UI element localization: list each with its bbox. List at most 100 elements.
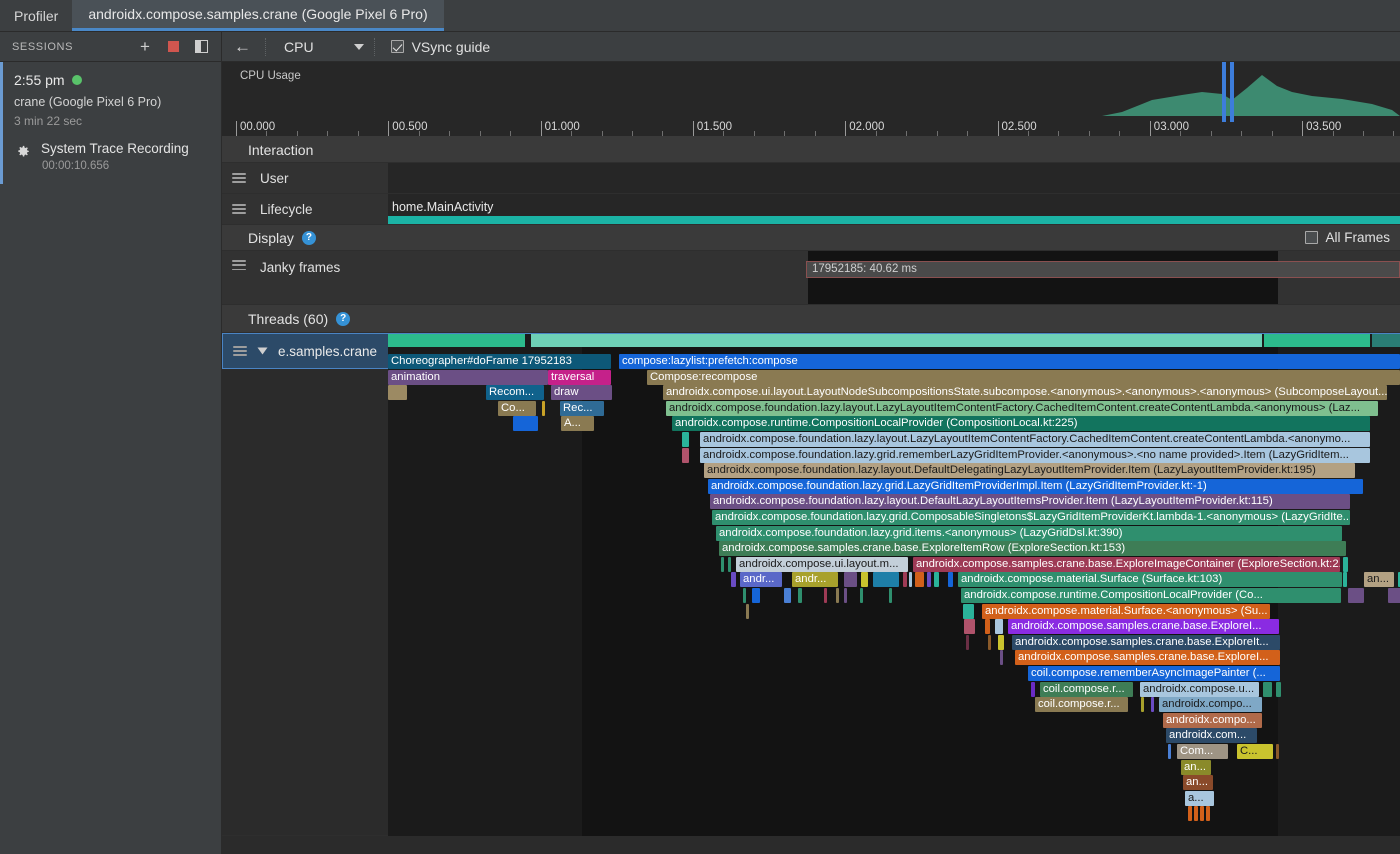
flame-block-narrow[interactable]	[998, 634, 1004, 650]
track-row-user[interactable]: User	[222, 163, 1400, 194]
flame-block[interactable]: a...	[1185, 790, 1214, 806]
flame-block[interactable]: draw	[551, 385, 612, 401]
flame-block[interactable]: androidx.compose.foundation.lazy.grid.Co…	[712, 510, 1350, 525]
help-icon[interactable]: ?	[301, 230, 316, 245]
track-body-janky-frames[interactable]: 17952185: 40.62 ms	[388, 251, 1400, 304]
flame-block-narrow[interactable]	[542, 400, 545, 416]
flame-block-narrow[interactable]	[721, 556, 724, 572]
flame-block-narrow[interactable]	[1263, 681, 1272, 697]
flame-block-narrow[interactable]	[1276, 744, 1279, 759]
flame-block-narrow[interactable]	[682, 447, 689, 463]
flame-block-narrow[interactable]	[1168, 744, 1171, 759]
flame-block-narrow[interactable]	[860, 588, 863, 603]
expand-arrow-icon[interactable]	[257, 347, 268, 355]
flame-block[interactable]: androidx.compose.ui.layout.LayoutNodeSub…	[663, 385, 1387, 401]
flame-block-narrow[interactable]	[1194, 806, 1198, 822]
flame-block[interactable]: traversal	[548, 369, 611, 385]
flame-block[interactable]: androidx.compose.samples.crane.base.Expl…	[913, 556, 1340, 572]
flame-block-narrow[interactable]	[995, 619, 1003, 635]
thread-state-bar[interactable]	[1372, 334, 1400, 347]
flame-block-narrow[interactable]	[1200, 806, 1204, 822]
flame-block-narrow[interactable]	[836, 588, 839, 603]
flame-block[interactable]: compose:lazylist:prefetch:compose	[619, 354, 1400, 369]
all-frames-toggle[interactable]: All Frames	[1305, 230, 1390, 245]
system-trace-recording-item[interactable]: System Trace Recording 00:00:10.656	[14, 141, 209, 172]
flame-block[interactable]: androidx.compose.foundation.lazy.grid.re…	[700, 447, 1370, 463]
flame-block[interactable]: Co...	[498, 400, 536, 416]
flame-block-narrow[interactable]	[966, 634, 969, 650]
flame-block[interactable]: androidx.compose.u...	[1140, 681, 1259, 697]
flame-block[interactable]: androidx.compose.foundation.lazy.grid.La…	[708, 478, 1363, 494]
flame-block-narrow[interactable]	[934, 572, 939, 588]
flame-block[interactable]: androidx.compose.samples.crane.base.Expl…	[1015, 650, 1280, 666]
flame-block[interactable]: animation	[388, 369, 548, 385]
track-row-janky-frames[interactable]: Janky frames 17952185: 40.62 ms	[222, 251, 1400, 305]
timeline-ruler[interactable]: 00.000 00.500 01.000 01.500 02.000 02.500 03.0…	[222, 116, 1400, 136]
flame-block[interactable]: andr...	[740, 572, 782, 588]
lifecycle-event-bar[interactable]	[388, 216, 1400, 224]
flame-block[interactable]: androidx.compose.samples.crane.base.Expl…	[1012, 634, 1280, 650]
flame-block[interactable]: androidx.com...	[1166, 728, 1257, 744]
track-row-lifecycle[interactable]: Lifecycle home.MainActivity	[222, 194, 1400, 225]
back-arrow-icon[interactable]: ←	[234, 37, 251, 56]
flame-block-narrow[interactable]	[1031, 681, 1035, 697]
stop-record-icon[interactable]	[165, 39, 181, 55]
flame-block[interactable]: androidx.compose.runtime.CompositionLoca…	[672, 416, 1370, 432]
flame-block-narrow[interactable]	[1276, 681, 1281, 697]
flame-block[interactable]: androidx.compose.foundation.lazy.layout.…	[710, 494, 1350, 510]
flame-block-narrow[interactable]	[948, 572, 953, 588]
flame-block-narrow[interactable]	[1343, 556, 1348, 572]
flame-block[interactable]: androidx.compose.runtime.CompositionLoca…	[961, 588, 1341, 603]
flame-block-narrow[interactable]	[1388, 588, 1400, 603]
vsync-checkbox[interactable]	[390, 40, 404, 53]
flame-chart[interactable]: Choreographer#doFrame 17952183 compose:la…	[388, 333, 1400, 836]
flame-block-narrow[interactable]	[1343, 572, 1347, 588]
session-item[interactable]: 2:55 pm crane (Google Pixel 6 Pro) 3 min…	[0, 62, 221, 184]
flame-block-narrow[interactable]	[388, 385, 407, 401]
flame-block-narrow[interactable]	[1188, 806, 1192, 822]
flame-block-narrow[interactable]	[746, 603, 749, 619]
track-body-lifecycle[interactable]: home.MainActivity	[388, 194, 1400, 224]
help-icon[interactable]: ?	[336, 311, 351, 326]
flame-block[interactable]: androidx.compo...	[1159, 697, 1262, 713]
flame-block[interactable]: coil.compose.r...	[1040, 681, 1133, 697]
track-head-lifecycle[interactable]: Lifecycle	[222, 194, 388, 224]
drag-handle-icon[interactable]	[232, 172, 246, 184]
flame-block-narrow[interactable]	[844, 588, 847, 603]
flame-block[interactable]: an...	[1181, 759, 1211, 775]
flame-block-narrow[interactable]	[784, 588, 791, 603]
flame-block[interactable]: A...	[561, 416, 594, 432]
flame-block-narrow[interactable]	[1348, 588, 1364, 603]
flame-block-narrow[interactable]	[909, 572, 912, 588]
flame-block[interactable]: androidx.compose.ui.layout.m...	[736, 556, 908, 572]
all-frames-checkbox[interactable]	[1305, 231, 1319, 244]
drag-handle-icon[interactable]	[232, 260, 246, 271]
flame-block[interactable]: Rec...	[560, 400, 604, 416]
flame-block[interactable]: androidx.compose.foundation.lazy.layout.…	[666, 400, 1378, 416]
flame-block-narrow[interactable]	[964, 619, 975, 635]
flame-block-narrow[interactable]	[988, 634, 991, 650]
janky-frame-bar[interactable]: 17952185: 40.62 ms	[806, 261, 1400, 278]
flame-block[interactable]: an...	[1183, 775, 1213, 791]
flame-block[interactable]: androidx.compose.foundation.lazy.grid.it…	[716, 525, 1342, 541]
flame-block[interactable]: coil.compose.rememberAsyncImagePainter (…	[1028, 666, 1280, 681]
flame-block-narrow[interactable]	[1206, 806, 1210, 822]
thread-state-bar[interactable]	[1264, 334, 1370, 347]
flame-block-narrow[interactable]	[1398, 572, 1400, 588]
flame-block-narrow[interactable]	[915, 572, 924, 588]
flame-block-narrow[interactable]	[927, 572, 931, 588]
flame-block-narrow[interactable]	[844, 572, 857, 588]
flame-block-narrow[interactable]	[903, 572, 907, 588]
flame-block-narrow[interactable]	[752, 588, 760, 603]
track-body-user[interactable]	[388, 163, 1400, 193]
thread-head-main[interactable]: e.samples.crane	[222, 333, 388, 369]
flame-block[interactable]: Com...	[1177, 744, 1228, 759]
flame-block-narrow[interactable]	[513, 416, 538, 432]
track-head-janky-frames[interactable]: Janky frames	[222, 251, 388, 304]
flame-block[interactable]: Recom...	[486, 385, 544, 401]
flame-block[interactable]: androidx.compo...	[1163, 712, 1262, 728]
flame-block-narrow[interactable]	[1000, 650, 1003, 666]
flame-block-narrow[interactable]	[1141, 697, 1144, 713]
flame-block-narrow[interactable]	[873, 572, 899, 588]
capture-type-dropdown[interactable]: CPU	[266, 39, 374, 55]
